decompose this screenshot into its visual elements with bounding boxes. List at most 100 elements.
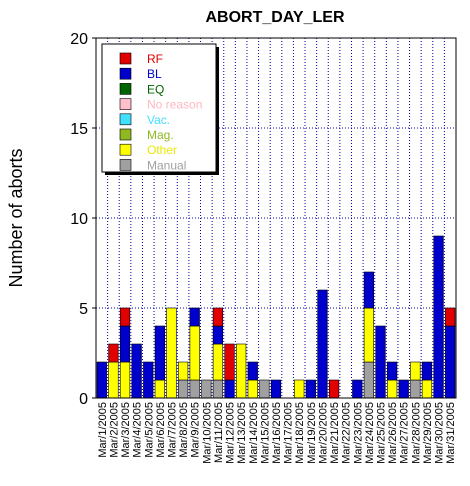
x-tick-label: Mar/3/2005: [120, 402, 132, 458]
y-tick-label: 15: [70, 121, 88, 138]
legend-swatch: [119, 83, 132, 95]
bar-segment: [108, 343, 119, 363]
x-tick-label: Mar/23/2005: [352, 402, 364, 464]
x-tick-label: Mar/28/2005: [410, 402, 422, 464]
legend-swatch: [119, 113, 132, 126]
x-tick-label: Mar/5/2005: [143, 402, 155, 458]
x-tick-label: Mar/11/2005: [213, 402, 225, 463]
bar-segment: [387, 379, 398, 399]
bars: [96, 235, 456, 399]
bar-segment: [352, 379, 363, 399]
bar-segment: [212, 379, 224, 399]
bar-segment: [363, 361, 375, 399]
bar-segment: [224, 379, 235, 399]
bar-segment: [224, 343, 235, 381]
bar-segment: [305, 379, 316, 399]
legend-label: RF: [147, 52, 163, 66]
bar-segment: [108, 361, 119, 399]
x-tick-label: Mar/7/2005: [166, 402, 178, 458]
x-tick-label: Mar/20/2005: [317, 402, 329, 464]
x-tick-label: Mar/26/2005: [387, 402, 399, 464]
bar-segment: [421, 361, 433, 381]
x-tick-label: Mar/10/2005: [201, 402, 213, 464]
x-tick-label: Mar/9/2005: [190, 402, 202, 458]
x-tick-label: Mar/2/2005: [108, 402, 120, 458]
x-tick-label: Mar/8/2005: [178, 402, 190, 458]
x-tick-label: Mar/1/2005: [97, 402, 109, 458]
legend-swatch: [119, 67, 132, 80]
x-tick-label: Mar/19/2005: [306, 402, 318, 464]
legend-label: Mag.: [147, 128, 174, 142]
legend-swatch: [119, 98, 132, 110]
legend-label: Other: [147, 143, 177, 157]
bar-segment: [445, 325, 456, 399]
y-axis-label: Number of aborts: [6, 148, 26, 287]
bar-segment: [212, 307, 224, 327]
bar-segment: [445, 307, 456, 327]
bar-segment: [166, 307, 177, 399]
y-tick-label: 20: [70, 31, 88, 48]
bar-segment: [433, 235, 444, 399]
y-tick-label: 10: [70, 211, 88, 228]
bar-segment: [189, 379, 200, 399]
bar-segment: [212, 343, 224, 381]
x-tick-label: Mar/6/2005: [155, 402, 167, 458]
bar-segment: [375, 325, 386, 399]
bar-segment: [270, 379, 282, 399]
bar-segment: [119, 325, 131, 363]
bar-segment: [387, 361, 398, 381]
bar-segment: [201, 379, 212, 399]
x-tick-label: Mar/17/2005: [283, 402, 295, 464]
x-tick-label: Mar/27/2005: [399, 402, 411, 464]
legend-label: No reason: [147, 98, 202, 112]
x-tick-label: Mar/18/2005: [294, 402, 306, 464]
y-tick-label: 5: [79, 301, 88, 318]
bar-segment: [294, 379, 305, 399]
x-tick-label: Mar/16/2005: [271, 402, 283, 464]
x-tick-label: Mar/29/2005: [422, 402, 434, 464]
legend-swatch: [119, 128, 132, 141]
x-tick-label: Mar/31/2005: [445, 402, 457, 464]
bar-segment: [398, 379, 409, 399]
x-tick-label: Mar/30/2005: [434, 402, 446, 464]
bar-segment: [363, 271, 375, 309]
bar-segment: [421, 379, 433, 399]
bar-segment: [410, 361, 421, 381]
legend-label: Manual: [147, 158, 186, 172]
chart-title: ABORT_DAY_LER: [206, 9, 345, 26]
bar-segment: [328, 379, 340, 399]
x-tick-label: Mar/4/2005: [132, 402, 144, 458]
bar-segment: [363, 307, 375, 363]
bar-segment: [154, 325, 165, 381]
x-tick-label: Mar/25/2005: [376, 402, 388, 464]
bar-segment: [212, 325, 224, 345]
bar-segment: [131, 343, 142, 399]
bar-segment: [119, 361, 131, 399]
bar-segment: [189, 307, 200, 327]
bar-segment: [259, 379, 270, 399]
x-tick-label: Mar/21/2005: [329, 402, 341, 464]
legend-label: Vac.: [147, 113, 170, 127]
x-tick-label: Mar/15/2005: [259, 402, 271, 464]
x-tick-label: Mar/22/2005: [341, 402, 353, 464]
legend-swatch: [119, 159, 132, 171]
bar-segment: [317, 289, 328, 399]
legend-swatch: [119, 52, 132, 65]
y-tick-label: 0: [79, 391, 88, 408]
x-tick-label: Mar/24/2005: [364, 402, 376, 464]
legend-label: EQ: [147, 82, 164, 96]
legend-label: BL: [147, 67, 162, 81]
bar-segment: [143, 361, 154, 399]
bar-segment: [247, 379, 258, 399]
bar-segment: [177, 361, 189, 381]
legend-swatch: [119, 143, 132, 156]
bar-segment: [119, 307, 131, 327]
bar-segment: [247, 361, 258, 381]
bar-segment: [96, 361, 107, 399]
bar-segment: [236, 343, 247, 399]
bar-segment: [177, 379, 189, 399]
bar-segment: [410, 379, 421, 399]
